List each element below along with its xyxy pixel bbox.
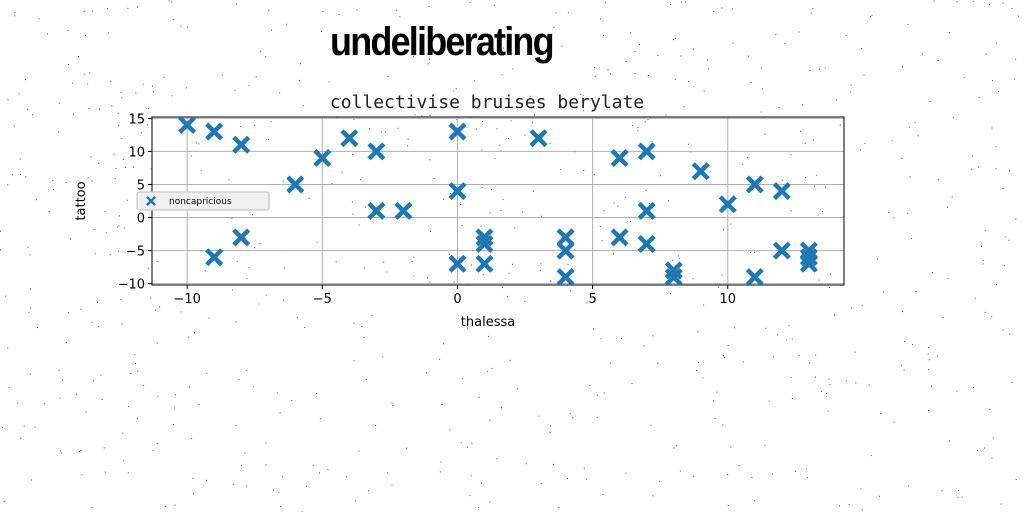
data-point	[556, 241, 575, 260]
y-tick-label: 15	[128, 112, 145, 127]
data-point	[205, 122, 224, 141]
data-point	[448, 254, 467, 273]
x-tick-label: 5	[588, 292, 596, 307]
x-tick-label: 0	[453, 292, 461, 307]
x-tick-label: −5	[313, 292, 332, 307]
data-point	[367, 142, 386, 161]
data-point	[475, 254, 494, 273]
legend-box	[136, 191, 270, 211]
data-point	[232, 228, 251, 247]
grid	[152, 117, 844, 285]
y-tick-label: 5	[137, 178, 145, 193]
data-point	[178, 115, 197, 134]
legend-label: noncapricious	[169, 197, 232, 207]
y-tick-label: 10	[128, 145, 145, 160]
data-point	[556, 228, 575, 247]
legend-marker-x	[146, 196, 156, 206]
data-point	[556, 268, 575, 287]
x-axis-label: thalessa	[461, 315, 515, 330]
data-point	[205, 248, 224, 267]
y-axis-label: tattoo	[74, 181, 89, 220]
data-point	[610, 228, 629, 247]
data-point	[664, 268, 683, 287]
data-point	[745, 175, 764, 194]
y-tick-label: 0	[137, 212, 145, 227]
data-point	[637, 201, 656, 220]
data-point	[772, 182, 791, 201]
data-point	[367, 201, 386, 220]
data-point	[691, 162, 710, 181]
data-point	[340, 129, 359, 148]
y-tick-label: −5	[126, 245, 145, 260]
data-point	[637, 142, 656, 161]
data-point	[718, 195, 737, 214]
legend: noncapricious	[136, 191, 270, 211]
data-point	[286, 175, 305, 194]
data-point	[448, 182, 467, 201]
legend-marker	[146, 196, 156, 206]
data-point	[313, 149, 332, 167]
data-point	[799, 254, 818, 273]
chart-title: collectivise bruises berylate	[330, 92, 644, 113]
data-point	[232, 135, 251, 154]
data-point	[772, 241, 791, 260]
x-tick-label: 10	[719, 292, 736, 307]
x-tick-label: −10	[173, 292, 200, 307]
axis-ticks: −10 −5 0 5 10 −10 −5 0 5 10 15	[118, 112, 736, 307]
data-point	[394, 201, 413, 220]
data-point	[475, 235, 494, 253]
page-title: undeliberating	[330, 20, 555, 64]
data-point	[610, 149, 629, 167]
data-point	[745, 268, 764, 287]
y-tick-label: −10	[118, 278, 145, 293]
data-point	[448, 122, 467, 141]
data-points	[178, 115, 818, 287]
data-point	[637, 235, 656, 253]
data-point	[529, 129, 548, 148]
